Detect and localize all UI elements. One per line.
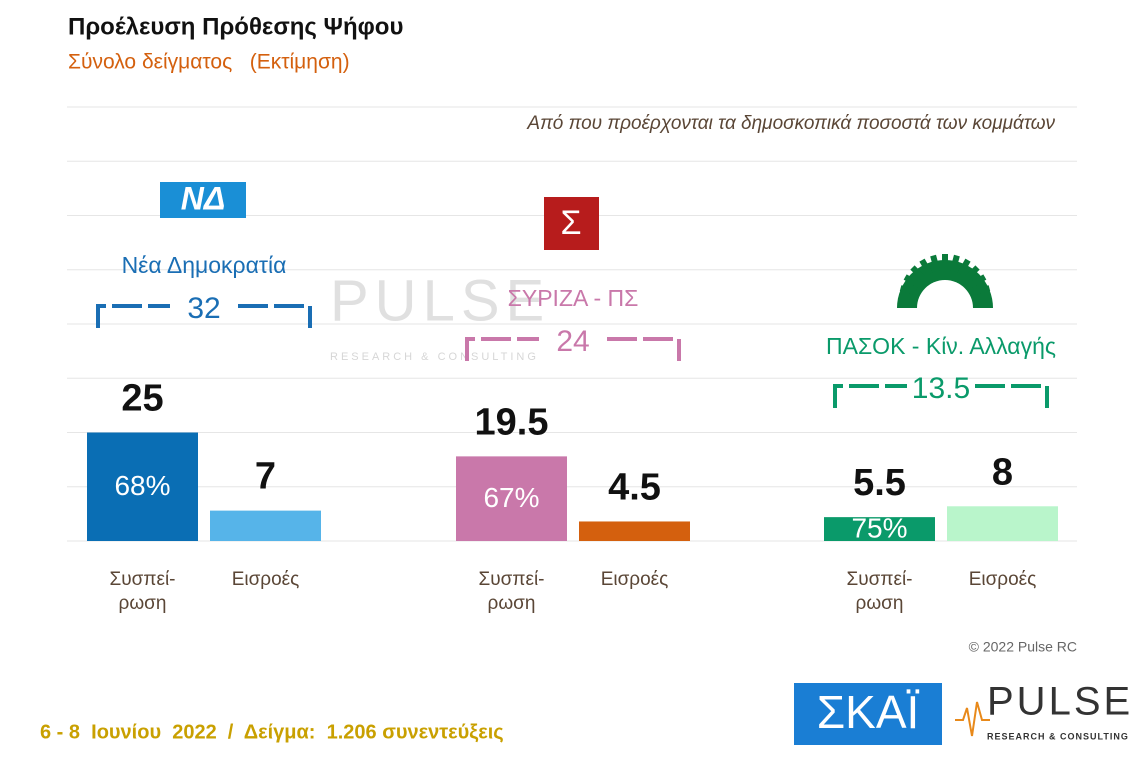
party-total: 24 <box>556 325 589 358</box>
nd-logo-bg <box>160 182 246 218</box>
pasok-ray <box>949 254 960 272</box>
pasok-ray <box>973 285 991 296</box>
x-tick-label: Συσπεί-ρωση <box>847 569 913 614</box>
skai-logo-text: ΣΚΑΪ <box>817 686 920 738</box>
bracket <box>833 384 1049 408</box>
chart-subtitle: Σύνολο δείγματος (Εκτίμηση) <box>68 51 350 74</box>
pasok-ray <box>903 274 921 288</box>
watermark: PULSE <box>330 268 550 333</box>
party-name: ΣΥΡΙΖΑ - ΠΣ <box>508 285 639 311</box>
annotation: Από που προέρχονται τα δημοσκοπικά ποσοσ… <box>526 113 1055 134</box>
value-label: 19.5 <box>475 401 549 443</box>
pasok-sun-inner <box>917 280 973 308</box>
bracket <box>465 337 681 361</box>
pasok-ray <box>919 258 933 276</box>
bar <box>824 517 935 541</box>
bar <box>456 456 567 541</box>
party-name: ΠΑΣΟΚ - Κίν. Αλλαγής <box>826 333 1056 359</box>
bracket <box>96 304 312 328</box>
pulse-logo-sub: RESEARCH & CONSULTING <box>987 731 1129 741</box>
copyright: © 2022 Pulse RC <box>969 639 1077 655</box>
x-tick-label: Συσπεί-ρωση <box>110 569 176 614</box>
syriza-logo: Σ <box>560 204 581 242</box>
value-label: 7 <box>255 456 276 498</box>
pasok-ray <box>969 274 987 288</box>
share-label: 75% <box>851 512 907 543</box>
footer: 6 - 8 Ιουνίου 2022 / Δείγμα: 1.206 συνεν… <box>40 721 504 743</box>
share-label: 67% <box>483 482 539 513</box>
pasok-ray <box>899 285 917 296</box>
syriza-logo-bg <box>544 197 599 250</box>
x-tick-label: Εισροές <box>969 569 1037 590</box>
skai-logo <box>794 683 942 745</box>
pulse-icon <box>955 701 990 737</box>
bar <box>87 432 198 541</box>
bar <box>579 521 690 541</box>
party-total: 13.5 <box>912 372 970 405</box>
bar <box>210 510 321 541</box>
chart-title: Προέλευση Πρόθεσης Ψήφου <box>68 13 403 40</box>
pasok-logo <box>897 254 993 308</box>
pasok-ray <box>910 265 926 281</box>
nd-logo: ΝΔ <box>181 180 226 216</box>
watermark-sub: RESEARCH & CONSULTING <box>330 351 539 363</box>
pasok-ray <box>930 254 941 272</box>
x-tick-label: Συσπεί-ρωση <box>479 569 545 614</box>
value-label: 8 <box>992 451 1013 493</box>
pasok-ray <box>957 258 971 276</box>
value-label: 5.5 <box>853 462 906 504</box>
bar <box>947 506 1058 541</box>
x-tick-label: Εισροές <box>232 569 300 590</box>
x-tick-label: Εισροές <box>601 569 669 590</box>
party-total: 32 <box>187 292 220 325</box>
party-name: Νέα Δημοκρατία <box>122 252 287 278</box>
value-label: 4.5 <box>608 467 661 509</box>
pasok-ray <box>964 265 980 281</box>
share-label: 68% <box>114 470 170 501</box>
pulse-logo: PULSE <box>987 680 1133 724</box>
value-label: 25 <box>121 378 163 420</box>
